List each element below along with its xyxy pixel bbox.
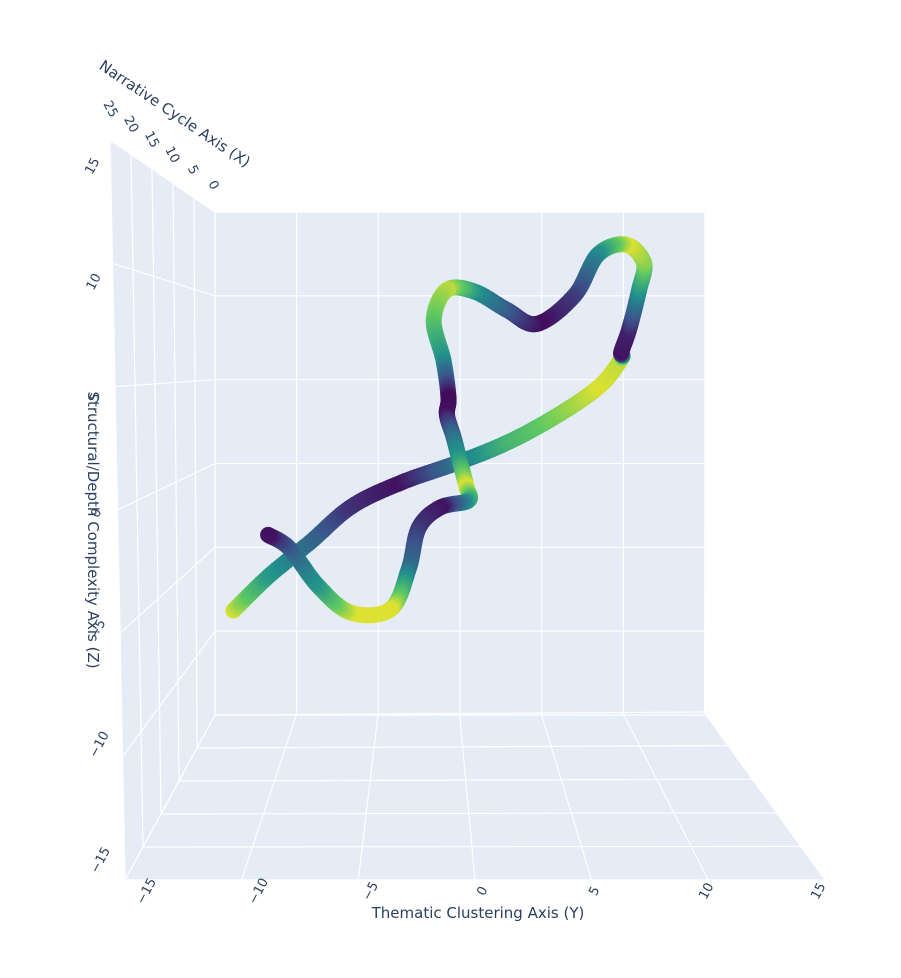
x-tick-label: 25 xyxy=(100,99,121,121)
data-curve xyxy=(225,236,653,624)
grid-line xyxy=(130,154,144,848)
grid-line xyxy=(540,712,593,881)
grid-line xyxy=(214,711,705,716)
z-tick-label: 10 xyxy=(84,271,105,293)
x-tick-label: 10 xyxy=(161,144,182,166)
chart-panes xyxy=(110,140,825,880)
grid-line xyxy=(114,379,216,388)
grid-line xyxy=(117,462,216,511)
grid-line xyxy=(119,546,216,634)
y-tick-label: 10 xyxy=(696,881,717,903)
grid-line xyxy=(109,139,126,881)
grid-line xyxy=(109,139,216,213)
grid-line xyxy=(458,713,476,881)
grid-line xyxy=(172,183,180,782)
x-tick-label: 0 xyxy=(205,178,222,192)
left-wall-pane xyxy=(110,140,215,880)
x-tick-label: 15 xyxy=(141,129,162,151)
grid-line xyxy=(160,812,777,815)
grid-line xyxy=(151,168,162,815)
x-tick-label: 20 xyxy=(120,114,141,136)
grid-line xyxy=(196,744,729,749)
grid-line xyxy=(703,711,826,881)
grid-line xyxy=(112,262,216,297)
grid-line xyxy=(241,714,298,881)
z-axis-title: Structural/Depth Complexity Axis (Z) xyxy=(84,391,102,668)
z-tick-label: 15 xyxy=(82,156,103,178)
y-axis-title: Thematic Clustering Axis (Y) xyxy=(371,904,585,922)
grid-line xyxy=(178,778,753,782)
grid-line xyxy=(357,713,379,881)
y-tick-label: 5 xyxy=(586,884,603,898)
x-tick-label: 5 xyxy=(184,163,201,177)
grid-line xyxy=(124,714,216,881)
z-tick-label: −10 xyxy=(87,729,113,760)
grid-line xyxy=(621,712,709,881)
data-point xyxy=(260,526,277,543)
grid-line xyxy=(193,197,198,749)
y-tick-label: 0 xyxy=(474,884,491,898)
floor-pane xyxy=(125,712,825,880)
y-tick-label: −5 xyxy=(360,879,382,903)
z-tick-label: −15 xyxy=(88,845,114,876)
y-tick-label: 15 xyxy=(808,881,829,903)
grid-line xyxy=(122,630,216,758)
grid-line xyxy=(142,845,801,848)
